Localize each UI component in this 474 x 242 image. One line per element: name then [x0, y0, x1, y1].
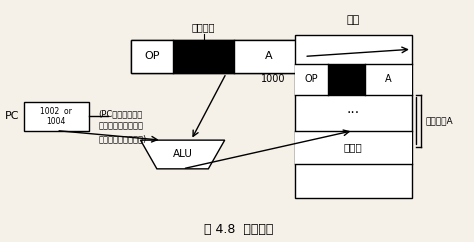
FancyBboxPatch shape	[131, 40, 304, 73]
Text: (PC取值后进行了
自增运算，自增长度
与当前指令长度有关): (PC取值后进行了 自增运算，自增长度 与当前指令长度有关)	[99, 109, 146, 143]
FancyBboxPatch shape	[131, 40, 173, 73]
FancyBboxPatch shape	[295, 64, 328, 95]
FancyBboxPatch shape	[365, 64, 412, 95]
Text: OP: OP	[145, 51, 160, 61]
Text: 寻址特征: 寻址特征	[192, 23, 215, 32]
FancyBboxPatch shape	[328, 64, 365, 95]
FancyBboxPatch shape	[234, 40, 304, 73]
Text: 1002  or
1004: 1002 or 1004	[40, 106, 72, 126]
Text: 1000: 1000	[261, 74, 285, 84]
Text: PC: PC	[4, 111, 19, 121]
Text: 图 4.8  相对寻址: 图 4.8 相对寻址	[204, 223, 273, 236]
Text: A: A	[265, 51, 273, 61]
FancyBboxPatch shape	[173, 40, 234, 73]
Text: 相对距离A: 相对距离A	[426, 116, 454, 126]
FancyBboxPatch shape	[295, 35, 412, 197]
Text: ···: ···	[347, 106, 360, 120]
FancyBboxPatch shape	[295, 131, 412, 164]
Text: ALU: ALU	[173, 150, 192, 159]
Text: 操作数: 操作数	[344, 142, 363, 152]
Text: A: A	[385, 74, 392, 84]
Polygon shape	[140, 140, 225, 169]
FancyBboxPatch shape	[24, 102, 89, 131]
Text: 主存: 主存	[346, 15, 360, 25]
Text: OP: OP	[304, 74, 318, 84]
